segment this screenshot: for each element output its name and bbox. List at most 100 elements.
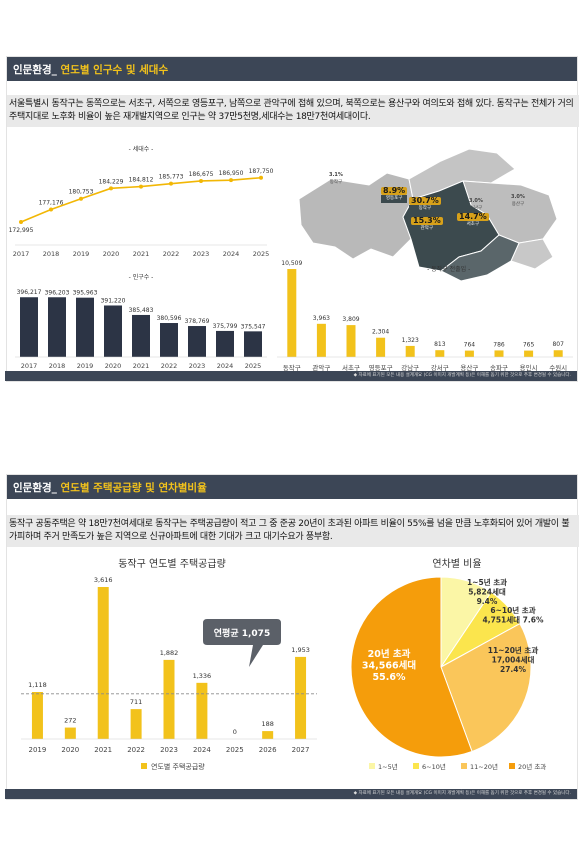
bar [76, 297, 94, 357]
data-label: 1,882 [160, 649, 179, 657]
bar [48, 297, 66, 357]
x-tick-label: 2025 [253, 250, 270, 258]
data-label: 378,769 [185, 318, 210, 325]
data-label: 1,118 [28, 681, 47, 689]
x-tick-label: 2023 [193, 250, 210, 258]
bar [287, 269, 297, 357]
bar [104, 305, 122, 357]
legend-swatch [413, 763, 419, 769]
map-label-district: 관악구 [411, 225, 443, 233]
x-tick-label: 2017 [21, 362, 38, 370]
x-tick-label: 동작구 [283, 363, 301, 372]
map-label-percent: 15.3% [411, 216, 443, 225]
pie-slice-label: 55.6% [373, 672, 406, 683]
bar [316, 323, 326, 357]
x-tick-label: 관악구 [312, 363, 330, 372]
map-region-gwanak [440, 234, 520, 282]
bar [553, 350, 563, 357]
data-label: 375,799 [213, 323, 238, 330]
x-tick-label: 서초구 [342, 363, 360, 372]
map-label-percent: 8.9% [381, 186, 408, 195]
pie-slice-label: 5,824세대 [468, 587, 506, 597]
bar [196, 682, 208, 739]
data-label: 3,616 [94, 576, 113, 584]
x-tick-label: 2022 [161, 362, 178, 370]
section-title: 인문환경_ 연도별 주택공급량 및 연차별비율 [13, 481, 207, 494]
x-tick-label: 2025 [226, 746, 244, 754]
x-tick-label: 2024 [223, 250, 240, 258]
x-tick-label: 2018 [43, 250, 60, 258]
map-label-percent: 30.7% [409, 196, 441, 205]
x-tick-label: 2022 [127, 746, 145, 754]
data-label: 807 [552, 341, 564, 348]
x-tick-label: 2021 [133, 362, 150, 370]
map-label-district: 영등포구 [381, 195, 408, 203]
chart-title: - 세대수 - [129, 145, 154, 153]
bar [97, 587, 109, 739]
data-label: 172,995 [9, 227, 34, 234]
population-section: 인문환경_ 연도별 인구수 및 세대수 서울특별시 동작구는 동쪽으로는 서초구… [5, 56, 579, 382]
bar [64, 727, 76, 739]
pie-slice-label: 34,566세대 [362, 660, 416, 672]
chart-title: - 인구수 - [129, 274, 154, 281]
data-label: 0 [233, 728, 237, 736]
data-label: 186,675 [189, 171, 214, 178]
x-tick-label: 2022 [163, 250, 180, 258]
x-tick-label: 2027 [292, 746, 310, 754]
section-title: 인문환경_ 연도별 인구수 및 세대수 [13, 63, 169, 76]
district-map: 3.1% 동작구 8.9% 영등포구 30.7% 동작구 3.0% 용산구 3.0% 강남구 15.… [291, 139, 563, 297]
x-tick-label: 2019 [77, 362, 94, 370]
section-header: 인문환경_ 연도별 인구수 및 세대수 [7, 57, 577, 81]
legend-swatch [141, 763, 147, 769]
data-label: 177,176 [39, 199, 64, 206]
x-tick-label: 2018 [49, 362, 66, 370]
legend-label: 11~20년 [470, 762, 498, 771]
x-tick-label: 2020 [61, 746, 79, 754]
chart-title: 연차별 비율 [432, 558, 481, 570]
data-point [109, 186, 113, 191]
x-tick-label: 2019 [29, 746, 47, 754]
bar [20, 297, 38, 357]
x-tick-label: 수원시 [549, 363, 567, 372]
map-label-district: 용산구 [511, 202, 525, 207]
x-tick-label: 2021 [94, 746, 112, 754]
bar [188, 326, 206, 357]
data-point [79, 196, 83, 201]
map-label-percent: 3.1% [329, 172, 343, 178]
map-label-percent: 14.7% [457, 212, 489, 221]
legend-swatch [369, 763, 375, 769]
data-point [169, 181, 173, 186]
legend-swatch [461, 763, 467, 769]
data-label: 272 [64, 717, 76, 725]
map-district-label: 30.7% 동작구 [409, 197, 441, 213]
pie-slice-label: 9.4% [477, 597, 498, 606]
map-label-percent: 3.0% [469, 198, 483, 204]
x-tick-label: 2024 [217, 362, 234, 370]
bar [494, 350, 504, 357]
bar [295, 656, 307, 739]
pie-slice-label: 20년 초과 [368, 648, 411, 660]
data-point [139, 184, 143, 189]
data-label: 711 [130, 698, 142, 706]
data-label: 380,596 [157, 315, 182, 322]
data-label: 10,509 [281, 260, 302, 267]
x-tick-label: 용인시 [520, 363, 538, 372]
x-tick-label: 강남구 [401, 363, 419, 372]
legend-label: 1~5년 [378, 762, 398, 771]
pie-slice-label: 17,004세대 [492, 655, 535, 665]
x-tick-label: 송파구 [490, 363, 508, 372]
legend-label: 연도별 주택공급량 [151, 762, 205, 771]
bar [464, 350, 474, 357]
x-tick-label: 2023 [189, 362, 206, 370]
pie-slice [440, 622, 532, 753]
population-bar-chart: - 인구수 - 396,217 2017 396,203 2018 395,963 2019… [15, 269, 267, 377]
bar [435, 350, 445, 357]
data-label: 1,953 [291, 646, 310, 654]
bar [130, 709, 142, 739]
data-label: 765 [523, 342, 535, 349]
bar [160, 323, 178, 357]
age-ratio-pie-chart: 연차별 비율 1~5년 초과 5,824세대 9.4% 6~10년 초과 4,751세대 … [337, 557, 575, 781]
data-label: 395,963 [73, 290, 98, 297]
data-label: 396,217 [17, 289, 42, 296]
household-line-chart: - 세대수 - 172,995 177,176 180,753 184,229 184,8… [9, 141, 274, 261]
